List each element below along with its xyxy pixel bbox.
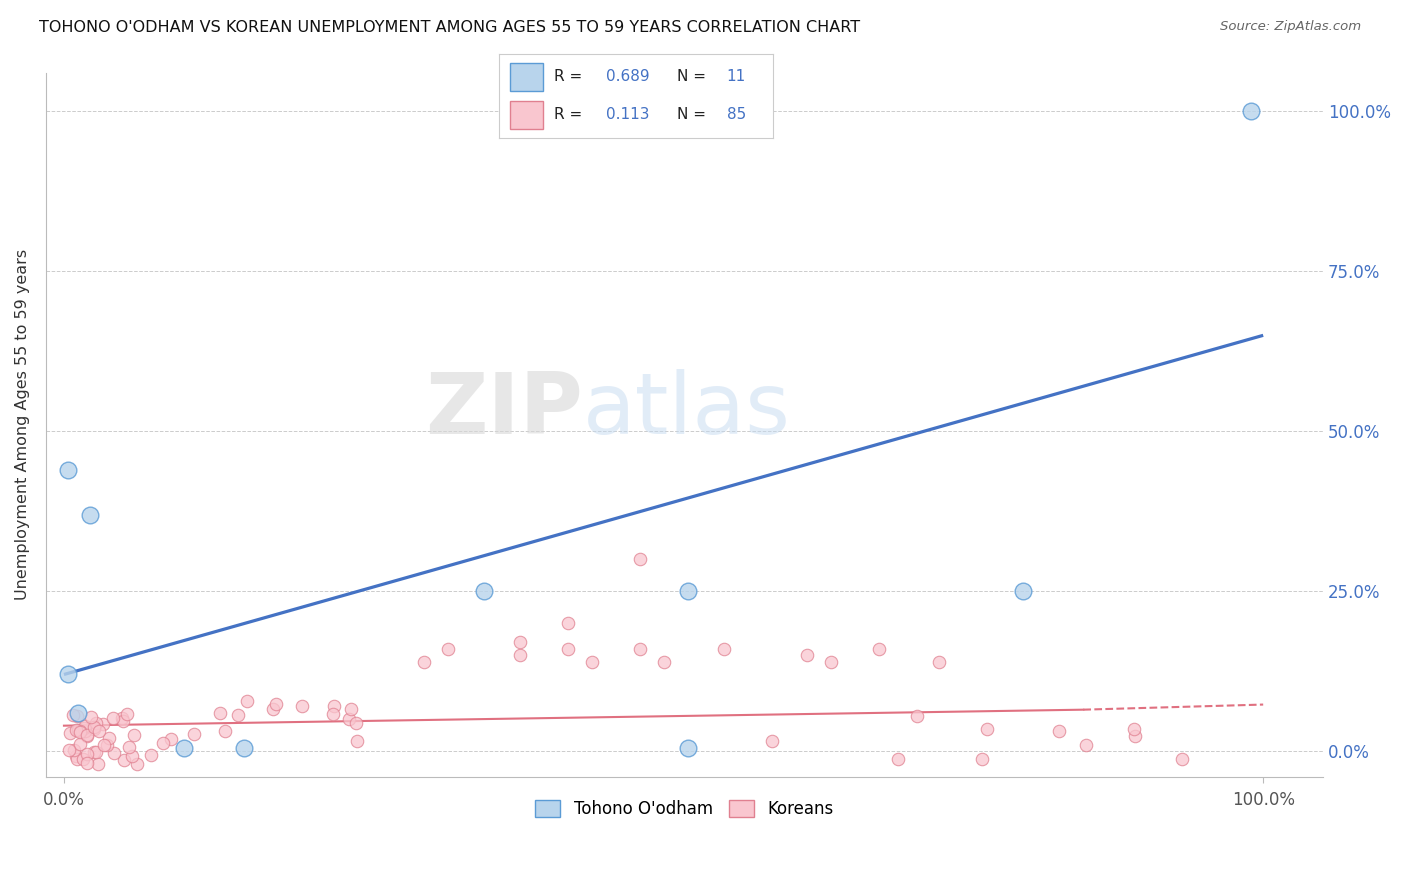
Text: R =: R = bbox=[554, 107, 592, 122]
Legend: Tohono O'odham, Koreans: Tohono O'odham, Koreans bbox=[529, 793, 841, 825]
Text: Source: ZipAtlas.com: Source: ZipAtlas.com bbox=[1220, 20, 1361, 33]
Y-axis label: Unemployment Among Ages 55 to 59 years: Unemployment Among Ages 55 to 59 years bbox=[15, 250, 30, 600]
Text: TOHONO O'ODHAM VS KOREAN UNEMPLOYMENT AMONG AGES 55 TO 59 YEARS CORRELATION CHAR: TOHONO O'ODHAM VS KOREAN UNEMPLOYMENT AM… bbox=[39, 20, 860, 35]
Text: 85: 85 bbox=[727, 107, 747, 122]
Text: 0.113: 0.113 bbox=[606, 107, 650, 122]
Text: 11: 11 bbox=[727, 70, 747, 85]
Text: R =: R = bbox=[554, 70, 588, 85]
FancyBboxPatch shape bbox=[510, 101, 543, 129]
Text: ZIP: ZIP bbox=[425, 369, 582, 452]
Text: atlas: atlas bbox=[582, 369, 790, 452]
FancyBboxPatch shape bbox=[510, 62, 543, 91]
Text: N =: N = bbox=[678, 70, 711, 85]
Text: N =: N = bbox=[678, 107, 711, 122]
Text: 0.689: 0.689 bbox=[606, 70, 650, 85]
